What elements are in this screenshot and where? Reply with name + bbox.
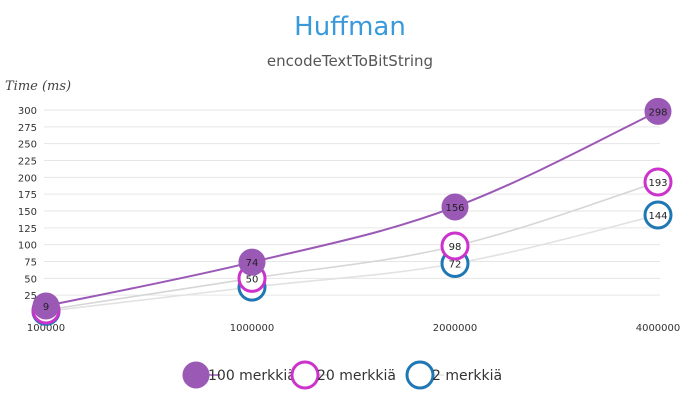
series-lines <box>45 110 659 313</box>
chart-title: Huffman <box>294 12 406 42</box>
data-label: 72 <box>449 260 462 271</box>
data-label: 9 <box>43 302 49 313</box>
data-point[interactable] <box>440 231 470 261</box>
series-line <box>45 181 659 311</box>
y-tick-label: 300 <box>18 106 37 117</box>
x-tick-label: 2000000 <box>433 323 478 334</box>
y-tick-label: 200 <box>18 173 37 184</box>
y-tick-label: 125 <box>18 224 37 235</box>
data-point[interactable] <box>32 292 60 320</box>
y-tick-label: 50 <box>24 274 37 285</box>
legend-marker <box>290 360 320 390</box>
legend-marker <box>405 360 435 390</box>
legend-label: 20 merkkiä <box>317 368 396 384</box>
data-point[interactable] <box>644 97 672 125</box>
legend-item[interactable]: 20 merkkiä <box>290 360 396 390</box>
data-point[interactable] <box>643 200 673 230</box>
y-tick-label: 175 <box>18 190 37 201</box>
data-label: 98 <box>449 242 462 253</box>
grid <box>44 109 660 296</box>
series-line <box>45 110 659 307</box>
data-point[interactable] <box>643 167 673 197</box>
y-tick-label: 150 <box>18 207 37 218</box>
data-label: 193 <box>648 178 667 189</box>
x-tick-labels: 100000 1000000 2000000 4000000 <box>27 323 680 334</box>
chart-subtitle: encodeTextToBitString <box>267 52 433 70</box>
x-tick-label: 100000 <box>27 323 65 334</box>
y-tick-labels: 25 50 75 100 125 150 175 200 225 250 275 300 <box>18 106 37 302</box>
data-point[interactable] <box>441 193 469 221</box>
data-label: 144 <box>648 211 667 222</box>
legend-item[interactable]: 100 merkkiä <box>182 361 296 389</box>
legend-label: 100 merkkiä <box>208 368 296 384</box>
y-tick-label: 75 <box>24 258 37 269</box>
y-tick-label: 275 <box>18 123 37 134</box>
legend-label: 2 merkkiä <box>432 368 502 384</box>
y-tick-label: 100 <box>18 241 37 252</box>
legend-marker <box>182 361 210 389</box>
y-tick-label: 225 <box>18 157 37 168</box>
data-label: 156 <box>445 203 464 214</box>
x-tick-label: 4000000 <box>636 323 681 334</box>
y-tick-label: 250 <box>18 140 37 151</box>
data-label: 50 <box>246 274 259 285</box>
series-markers: 1377214435098193974156298 <box>31 97 673 326</box>
legend-item[interactable]: 2 merkkiä <box>405 360 502 390</box>
data-label: 298 <box>648 107 667 118</box>
legend[interactable]: 100 merkkiä 20 merkkiä 2 merkkiä <box>182 360 502 390</box>
y-axis-label: Time (ms) <box>5 79 71 94</box>
data-point[interactable] <box>238 248 266 276</box>
y-tick-label: 25 <box>24 291 37 302</box>
series-line <box>45 214 659 313</box>
x-tick-label: 1000000 <box>230 323 275 334</box>
data-label: 74 <box>246 258 259 269</box>
